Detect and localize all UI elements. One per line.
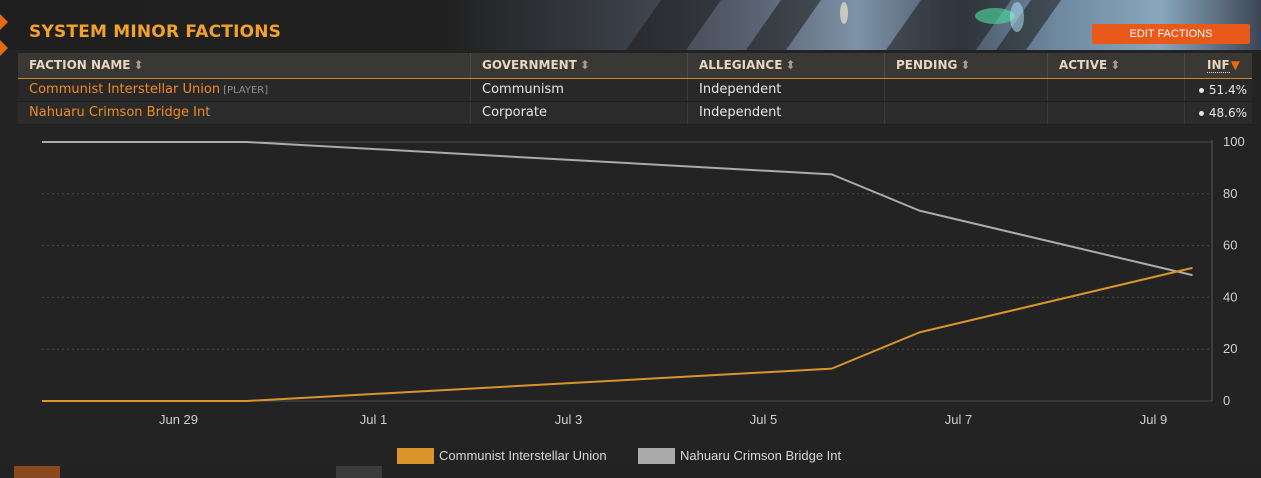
toolbar-tab[interactable] [14,466,60,478]
table-row[interactable]: Nahuaru Crimson Bridge Int Corporate Ind… [18,102,1252,125]
column-header-pending[interactable]: PENDING ⬍ [885,53,1048,78]
faction-name-link[interactable]: Nahuaru Crimson Bridge Int [29,105,211,120]
x-tick-label: Jul 9 [1140,412,1167,427]
bottom-toolbar [0,466,1261,478]
allegiance-cell: Independent [688,79,885,101]
y-tick-label: 80 [1223,186,1237,201]
x-tick-label: Jun 29 [159,412,198,427]
column-header-government[interactable]: GOVERNMENT ⬍ [471,53,688,78]
table-body: Communist Interstellar Union [PLAYER] Com… [18,79,1252,125]
y-tick-label: 0 [1223,393,1230,408]
legend-swatch [397,448,434,464]
page-title: SYSTEM MINOR FACTIONS [29,22,282,42]
sort-icon: ⬍ [960,58,971,72]
pending-cell [885,102,1048,124]
sort-icon: ⬍ [133,58,144,72]
legend-label: Nahuaru Crimson Bridge Int [680,448,842,463]
column-header-allegiance[interactable]: ALLEGIANCE ⬍ [688,53,885,78]
influence-chart-svg: 0 20 40 60 80 100 Jun 29 Jul 1 Jul 3 Jul 5 Jul 7 Ju… [42,134,1245,427]
column-label: ACTIVE [1059,58,1108,72]
player-tag: [PLAYER] [223,85,269,96]
faction-name-cell[interactable]: Communist Interstellar Union [PLAYER] [18,79,471,101]
x-tick-label: Jul 3 [555,412,582,427]
bullet-icon [1198,88,1204,93]
column-label: ALLEGIANCE [699,58,783,72]
factions-table: FACTION NAME ⬍ GOVERNMENT ⬍ ALLEGIANCE ⬍ PE… [18,53,1252,125]
series-line [42,266,1193,402]
sort-icon: ⬍ [579,58,590,72]
sort-desc-icon: ▼ [1230,58,1240,72]
table-row[interactable]: Communist Interstellar Union [PLAYER] Com… [18,79,1252,102]
legend-swatch [638,448,675,464]
section-marker-icon [0,40,8,56]
y-tick-label: 60 [1223,238,1237,253]
government-cell: Corporate [471,102,688,124]
faction-name-cell[interactable]: Nahuaru Crimson Bridge Int [18,102,471,124]
column-header-faction-name[interactable]: FACTION NAME ⬍ [18,53,471,78]
table-header: FACTION NAME ⬍ GOVERNMENT ⬍ ALLEGIANCE ⬍ PE… [18,53,1252,79]
column-label: GOVERNMENT [482,58,577,72]
y-tick-label: 100 [1223,134,1245,149]
allegiance-cell: Independent [688,102,885,124]
section-marker-icon [0,14,8,30]
edit-factions-button[interactable]: EDIT FACTIONS [1092,24,1250,44]
influence-value: 51.4% [1208,83,1247,97]
influence-cell: 48.6% [1185,102,1252,124]
y-tick-label: 40 [1223,289,1237,304]
column-header-active[interactable]: ACTIVE ⬍ [1048,53,1185,78]
x-tick-label: Jul 7 [945,412,972,427]
y-tick-label: 20 [1223,341,1237,356]
sort-icon: ⬍ [1110,58,1121,72]
influence-chart: 0 20 40 60 80 100 Jun 29 Jul 1 Jul 3 Jul 5 Jul 7 Ju… [0,124,1261,464]
government-cell: Communism [471,79,688,101]
column-label: PENDING [896,58,958,72]
legend-label: Communist Interstellar Union [439,448,607,463]
influence-value: 48.6% [1208,106,1247,120]
header-banner [0,0,1261,50]
pending-cell [885,79,1048,101]
bullet-icon [1198,111,1204,116]
active-cell [1048,79,1185,101]
toolbar-tab[interactable] [336,466,382,478]
series-line [42,141,1193,277]
column-label: FACTION NAME [29,58,131,72]
column-label: INF [1207,58,1230,73]
x-tick-label: Jul 1 [360,412,387,427]
sort-icon: ⬍ [785,58,796,72]
x-tick-label: Jul 5 [750,412,777,427]
faction-name-link[interactable]: Communist Interstellar Union [29,82,221,97]
column-header-influence[interactable]: INF▼ [1185,53,1252,78]
influence-cell: 51.4% [1185,79,1252,101]
active-cell [1048,102,1185,124]
